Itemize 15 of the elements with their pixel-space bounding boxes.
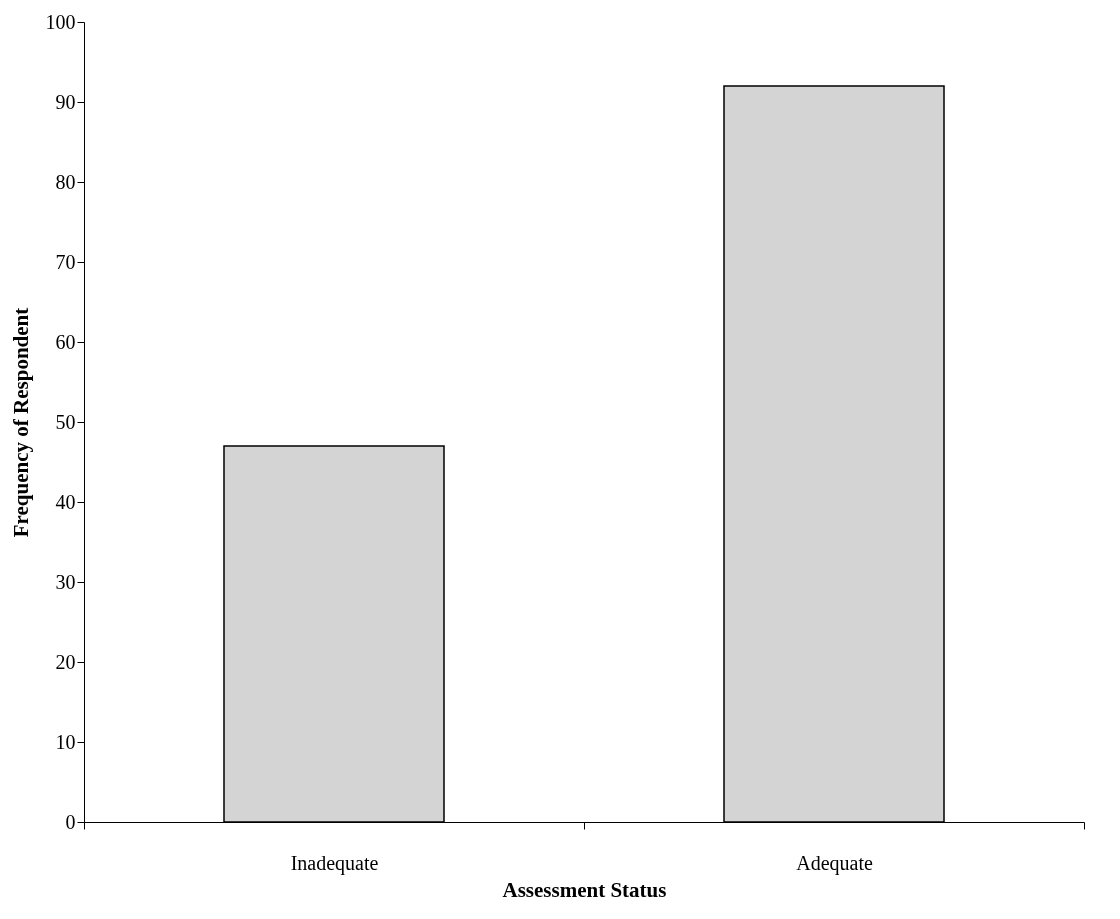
y-tick-label: 10 [55, 730, 76, 753]
y-tick-label: 0 [65, 810, 76, 833]
y-tick-label: 80 [55, 170, 76, 193]
x-tick-label: Adequate [796, 851, 873, 875]
y-tick-label: 50 [55, 410, 76, 433]
y-tick-label: 60 [55, 330, 76, 353]
y-axis-title: Frequency of Respondent [8, 307, 33, 538]
y-tick-label: 40 [55, 490, 76, 513]
x-tick-label: Inadequate [290, 851, 379, 875]
y-tick-label: 20 [55, 650, 76, 673]
y-tick-label: 90 [55, 90, 76, 113]
x-axis-title: Assessment Status [502, 877, 667, 902]
y-tick-label: 100 [45, 10, 76, 33]
y-tick-label: 70 [55, 250, 76, 273]
y-tick-label: 30 [55, 570, 76, 593]
